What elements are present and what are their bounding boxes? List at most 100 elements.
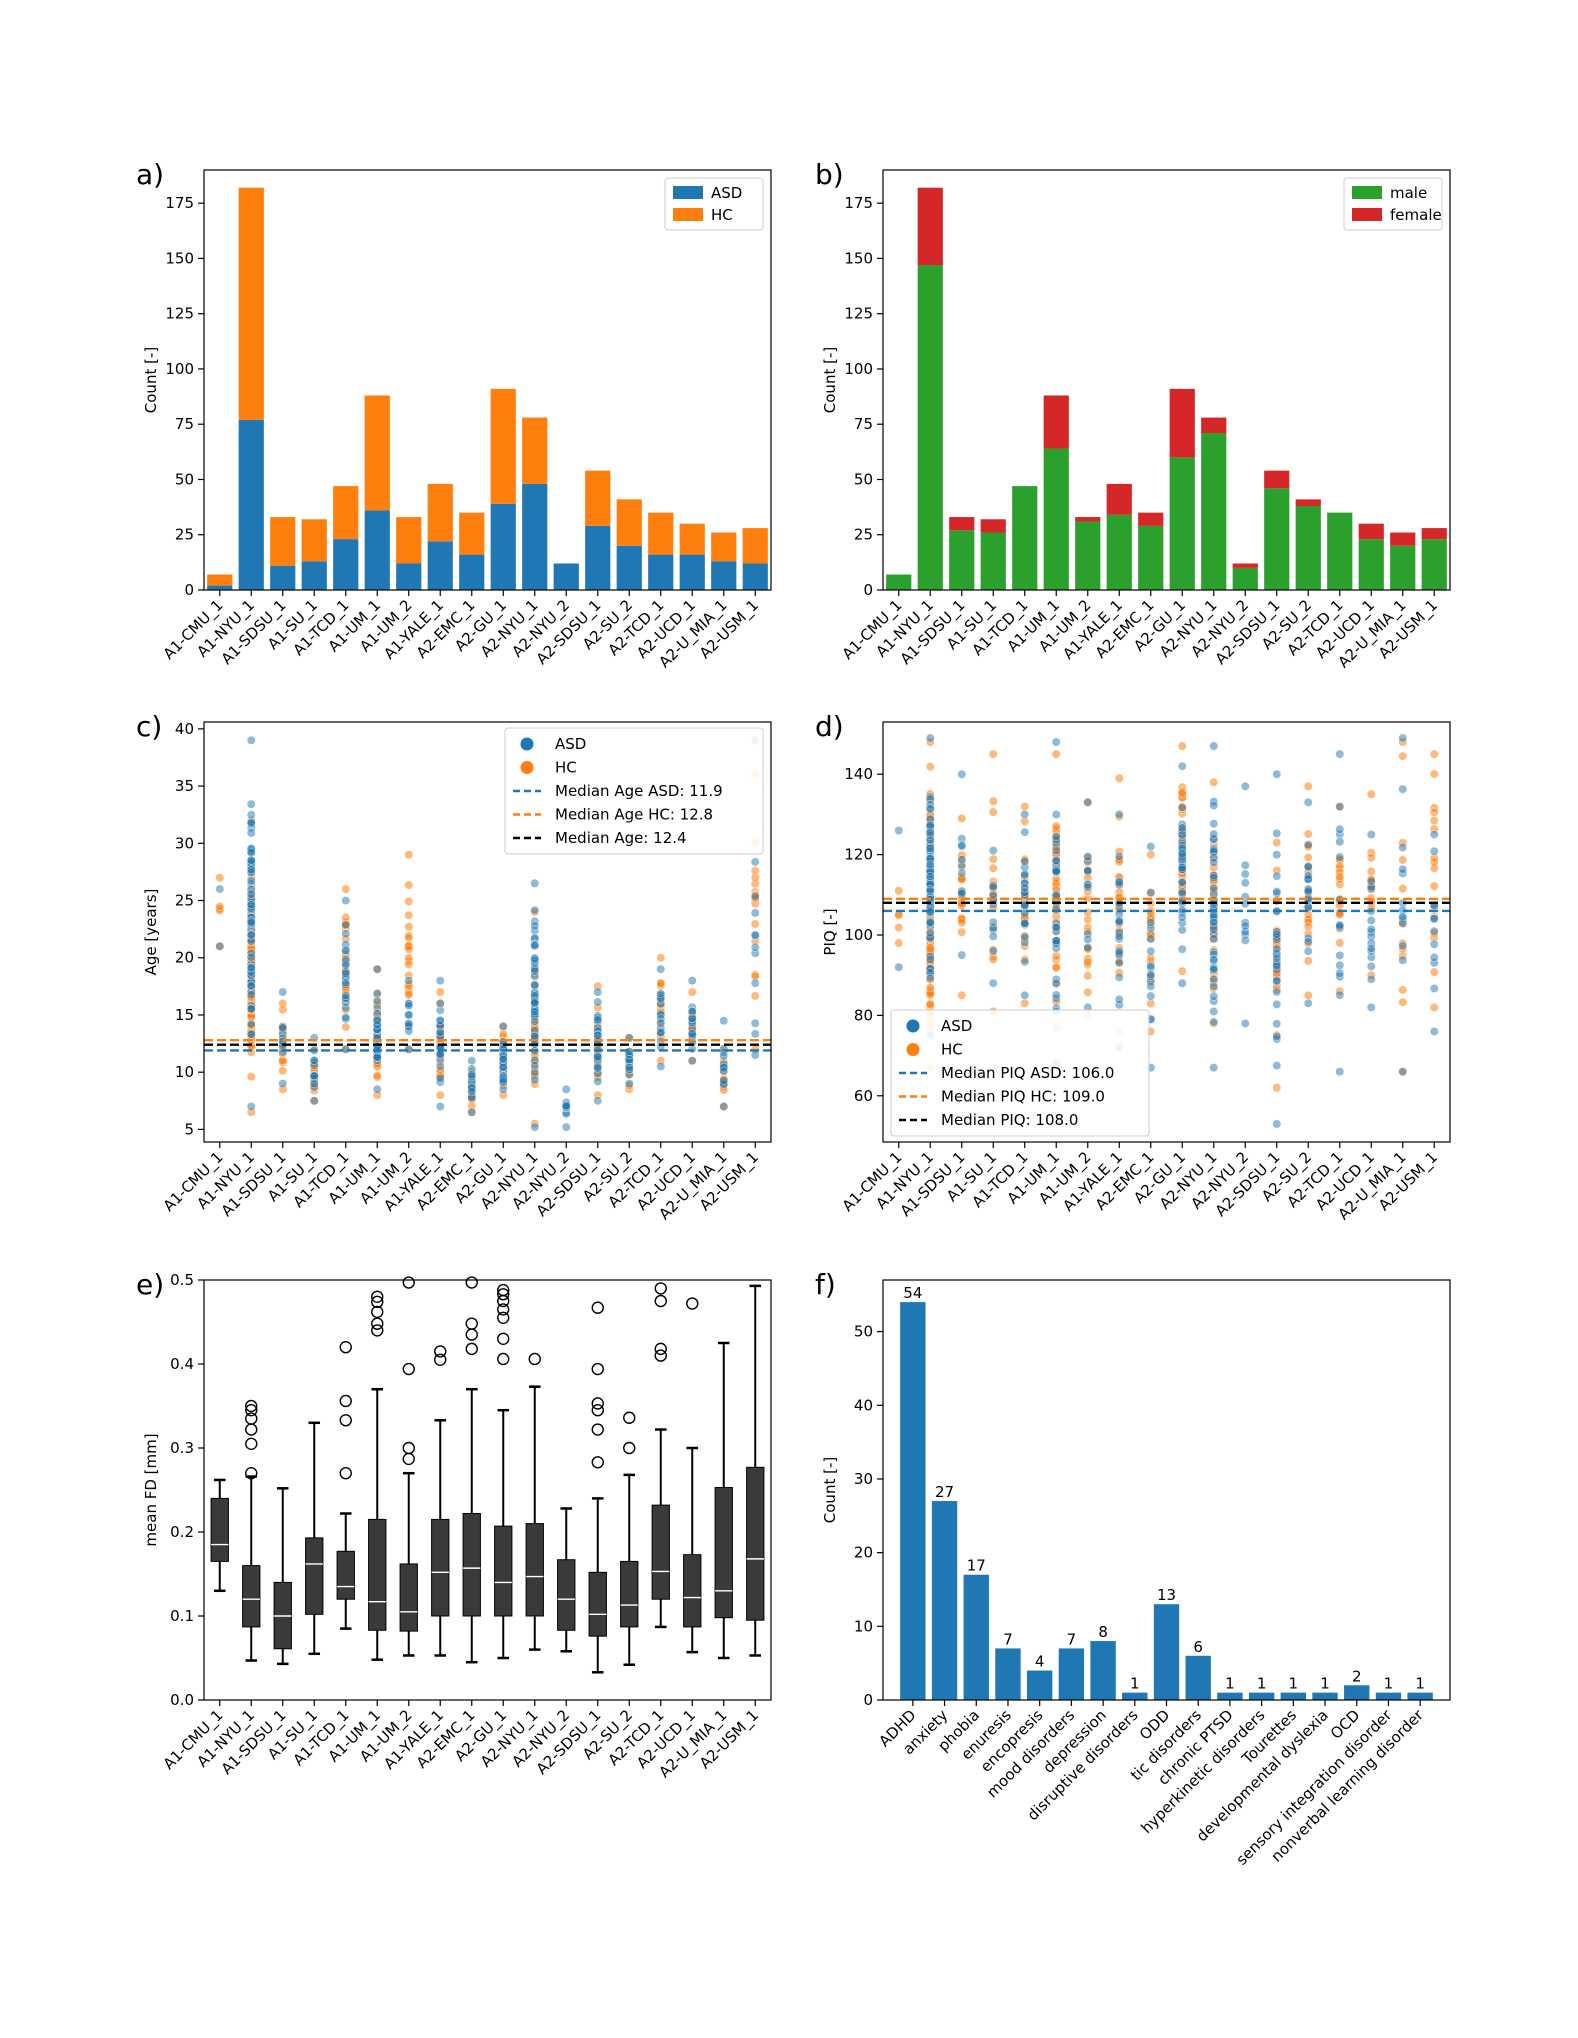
asd-point <box>1398 784 1408 794</box>
outlier <box>591 1362 604 1376</box>
legend-label: Median PIQ HC: 109.0 <box>941 1088 1105 1106</box>
asd-point <box>719 1102 729 1111</box>
asd-point <box>1020 857 1030 866</box>
outlier <box>245 1423 258 1436</box>
outlier <box>591 1397 604 1410</box>
hc-point <box>1146 999 1156 1008</box>
outlier <box>465 1276 478 1289</box>
y-tick-label: 30 <box>175 834 194 852</box>
asd-point <box>1429 846 1439 856</box>
asd-point <box>1303 840 1313 850</box>
axes-frame <box>203 721 772 1143</box>
y-tick-label: 25 <box>854 526 873 544</box>
bar <box>1058 1648 1085 1700</box>
asd-point <box>1083 943 1093 952</box>
asd-point <box>341 946 351 955</box>
bar-female <box>1295 499 1321 506</box>
asd-point <box>1209 991 1219 1001</box>
outlier <box>245 1403 258 1417</box>
bar-male <box>980 532 1006 590</box>
asd-point <box>1114 931 1124 941</box>
legend-marker <box>906 1019 920 1033</box>
asd-point <box>687 1056 697 1066</box>
bar-male <box>1358 539 1384 590</box>
hc-point <box>1146 850 1156 860</box>
asd-point <box>1020 810 1030 819</box>
bar <box>1217 1692 1243 1700</box>
outlier <box>465 1328 478 1341</box>
bar-female <box>1390 532 1416 546</box>
box <box>431 1518 450 1617</box>
hc-point <box>435 987 445 997</box>
asd-point <box>1051 979 1061 988</box>
outlier <box>497 1352 510 1366</box>
asd-point <box>561 1084 571 1094</box>
asd-point <box>1272 929 1282 939</box>
outlier <box>654 1294 667 1308</box>
axes-frame <box>882 169 1451 591</box>
asd-point <box>467 1056 477 1066</box>
bar-male <box>1043 448 1069 590</box>
bar-female <box>1232 563 1258 568</box>
asd-point <box>1272 871 1282 881</box>
hc-point <box>1051 749 1061 759</box>
outlier <box>686 1297 699 1310</box>
asd-point <box>1209 982 1219 991</box>
asd-point <box>750 1018 760 1028</box>
bar-hc <box>207 574 233 586</box>
asd-point <box>341 920 351 930</box>
bar-male <box>1075 521 1101 590</box>
bar-male <box>1138 525 1164 590</box>
bar-male <box>949 530 975 590</box>
asd-point <box>341 968 351 978</box>
hc-point <box>988 863 998 873</box>
asd-point <box>1272 1119 1282 1129</box>
hc-point <box>894 886 904 896</box>
data-label: 1 <box>1130 1675 1140 1693</box>
asd-point <box>1398 1067 1408 1077</box>
asd-point <box>1429 984 1439 993</box>
asd-point <box>530 1007 540 1017</box>
asd-point <box>1083 852 1093 862</box>
asd-point <box>1335 921 1345 931</box>
outlier <box>465 1317 478 1330</box>
y-tick-label: 10 <box>175 1063 194 1081</box>
bar <box>1185 1655 1211 1700</box>
y-tick-label: 40 <box>854 1396 873 1414</box>
legend-label: Median PIQ ASD: 106.0 <box>941 1064 1114 1082</box>
bar-asd <box>742 563 768 590</box>
asd-point <box>1146 981 1156 991</box>
asd-point <box>1051 936 1061 946</box>
asd-point <box>1209 829 1219 839</box>
outlier <box>402 1452 415 1466</box>
y-tick-label: 120 <box>844 846 873 864</box>
asd-point <box>925 954 935 964</box>
hc-point <box>1114 773 1124 783</box>
y-tick-label: 25 <box>175 526 194 544</box>
bar-hc <box>648 512 674 555</box>
asd-point <box>1272 887 1282 897</box>
asd-point <box>1335 951 1345 960</box>
hc-point <box>988 796 998 806</box>
asd-point <box>687 1029 697 1039</box>
y-tick-label: 140 <box>844 765 873 783</box>
asd-point <box>1051 737 1061 747</box>
outlier <box>654 1282 667 1295</box>
asd-point <box>925 917 935 927</box>
bar-female <box>980 519 1006 533</box>
hc-point <box>404 959 414 969</box>
hc-point <box>404 850 414 860</box>
y-tick-label: 150 <box>165 249 194 267</box>
asd-point <box>1209 1017 1219 1027</box>
asd-point <box>719 1016 729 1026</box>
asd-point <box>246 1019 256 1029</box>
asd-point <box>1398 864 1408 874</box>
asd-point <box>957 855 967 865</box>
asd-point <box>435 1061 445 1071</box>
y-tick-label: 25 <box>175 892 194 910</box>
box <box>620 1560 639 1628</box>
hc-point <box>1083 987 1093 997</box>
asd-point <box>246 865 256 874</box>
hc-point <box>1429 749 1439 759</box>
asd-point <box>1303 886 1313 896</box>
